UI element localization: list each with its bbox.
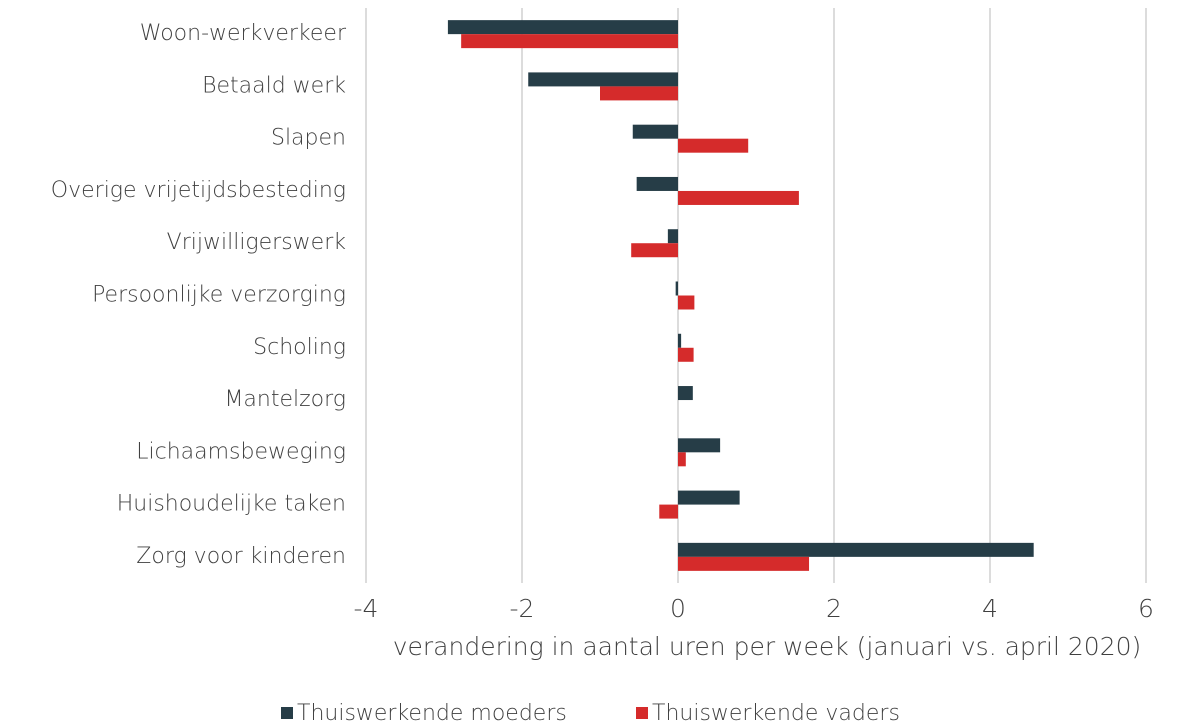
y-tick-label: Woon-werkverkeer: [140, 21, 347, 46]
bar: [678, 490, 740, 505]
bar: [678, 333, 682, 348]
x-tick-label: 2: [826, 594, 842, 623]
bar: [678, 295, 695, 310]
bar: [667, 229, 678, 244]
x-tick-label: 4: [982, 594, 998, 623]
y-tick-label: Betaald werk: [202, 73, 346, 98]
bar: [678, 347, 694, 362]
bar: [447, 20, 678, 35]
legend-label: Thuiswerkende moeders: [297, 701, 567, 726]
y-tick-label: Mantelzorg: [224, 387, 346, 412]
bar: [632, 124, 678, 139]
x-tick-label: -4: [354, 594, 379, 623]
y-tick-label: Persoonlijke verzorging: [92, 283, 346, 308]
legend-label: Thuiswerkende vaders: [652, 701, 900, 726]
y-tick-label: Scholing: [253, 335, 346, 360]
bar: [659, 504, 678, 519]
y-tick-label: Slapen: [271, 126, 346, 151]
x-tick-label: -2: [510, 594, 535, 623]
bar: [678, 452, 686, 467]
bar: [678, 542, 1034, 557]
bar: [678, 556, 810, 571]
y-tick-label: Overige vrijetijdsbesteding: [51, 178, 346, 203]
bar: [528, 72, 678, 87]
bar: [461, 34, 678, 49]
legend-swatch: [636, 707, 648, 719]
bar: [636, 176, 678, 191]
bar: [631, 243, 678, 258]
x-tick-label: 0: [670, 594, 686, 623]
bar: [675, 281, 678, 296]
y-tick-label: Huishoudelijke taken: [117, 492, 346, 517]
y-tick-label: Zorg voor kinderen: [136, 544, 346, 569]
bar: [600, 86, 678, 101]
legend-swatch: [281, 707, 293, 719]
bar: [678, 138, 749, 153]
x-tick-label: 6: [1138, 594, 1154, 623]
y-tick-label: Lichaamsbeweging: [136, 439, 346, 464]
bar: [678, 386, 693, 401]
x-axis-label: verandering in aantal uren per week (jan…: [393, 632, 1142, 661]
bar: [678, 438, 721, 453]
y-tick-label: Vrijwilligerswerk: [167, 230, 347, 255]
bar: [678, 190, 799, 205]
